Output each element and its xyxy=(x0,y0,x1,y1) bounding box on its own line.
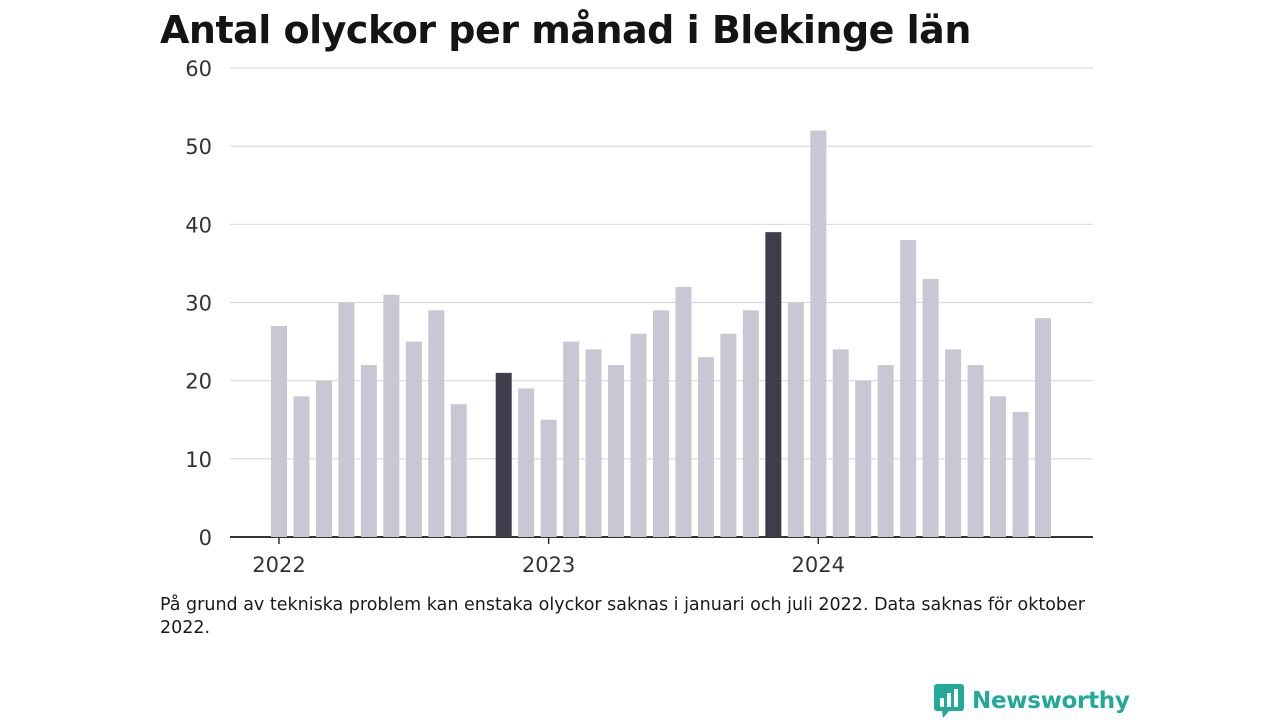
y-tick-label: 50 xyxy=(185,135,212,159)
bars xyxy=(271,130,1051,537)
bar-2022-03 xyxy=(315,380,332,537)
y-tick-label: 30 xyxy=(185,292,212,316)
bar-2022-09 xyxy=(450,404,467,537)
bar-2022-11 xyxy=(495,372,512,537)
bar-2024-07 xyxy=(945,349,962,537)
bar-2024-01 xyxy=(810,130,827,537)
bar-2024-08 xyxy=(967,365,984,537)
bar-2023-05 xyxy=(630,333,647,537)
bar-chart: 0 10 20 30 40 50 60 2022 2023 2024 xyxy=(185,57,1093,577)
bar-2023-03 xyxy=(585,349,602,537)
x-tick-label: 2024 xyxy=(792,553,845,577)
chart-title: Antal olyckor per månad i Blekinge län xyxy=(160,8,971,52)
bar-2024-06 xyxy=(922,279,939,537)
bar-undefined xyxy=(1034,318,1051,537)
bar-2023-12 xyxy=(787,302,804,537)
bar-2022-08 xyxy=(428,310,445,537)
bar-2022-04 xyxy=(338,302,355,537)
bar-2023-02 xyxy=(563,341,580,537)
bar-2023-10 xyxy=(742,310,759,537)
x-tick-label: 2022 xyxy=(252,553,305,577)
bar-2023-11 xyxy=(765,232,782,537)
bar-2024-02 xyxy=(832,349,849,537)
footnote: På grund av tekniska problem kan enstaka… xyxy=(160,595,1085,638)
bar-2023-04 xyxy=(608,365,625,537)
bar-2024-04 xyxy=(877,365,894,537)
bar-2023-08 xyxy=(697,357,714,537)
x-tick-label: 2023 xyxy=(522,553,575,577)
bar-2022-05 xyxy=(360,365,377,537)
bar-2022-01 xyxy=(271,325,287,537)
bar-2024-10 xyxy=(1012,411,1029,537)
x-axis-ticks: 2022 2023 2024 xyxy=(252,537,845,577)
y-tick-label: 0 xyxy=(199,526,212,550)
bar-2022-06 xyxy=(383,294,400,537)
bar-2022-12 xyxy=(518,388,535,537)
bar-2023-06 xyxy=(652,310,669,537)
brand-name: Newsworthy xyxy=(972,688,1130,714)
bar-2023-07 xyxy=(675,286,692,537)
y-tick-label: 20 xyxy=(185,370,212,394)
bar-2024-05 xyxy=(900,239,917,537)
y-tick-label: 10 xyxy=(185,448,212,472)
y-tick-label: 40 xyxy=(185,213,212,237)
bar-2024-03 xyxy=(855,380,872,537)
y-axis-ticks: 0 10 20 30 40 50 60 xyxy=(185,57,212,550)
bar-2023-01 xyxy=(540,419,557,537)
y-tick-label: 60 xyxy=(185,57,212,81)
newsworthy-logo-icon xyxy=(934,684,964,718)
bar-2022-02 xyxy=(293,396,310,537)
bar-2022-07 xyxy=(405,341,422,537)
brand-logo: Newsworthy xyxy=(934,684,1130,718)
bar-2023-09 xyxy=(720,333,737,537)
bar-2024-09 xyxy=(990,396,1007,537)
